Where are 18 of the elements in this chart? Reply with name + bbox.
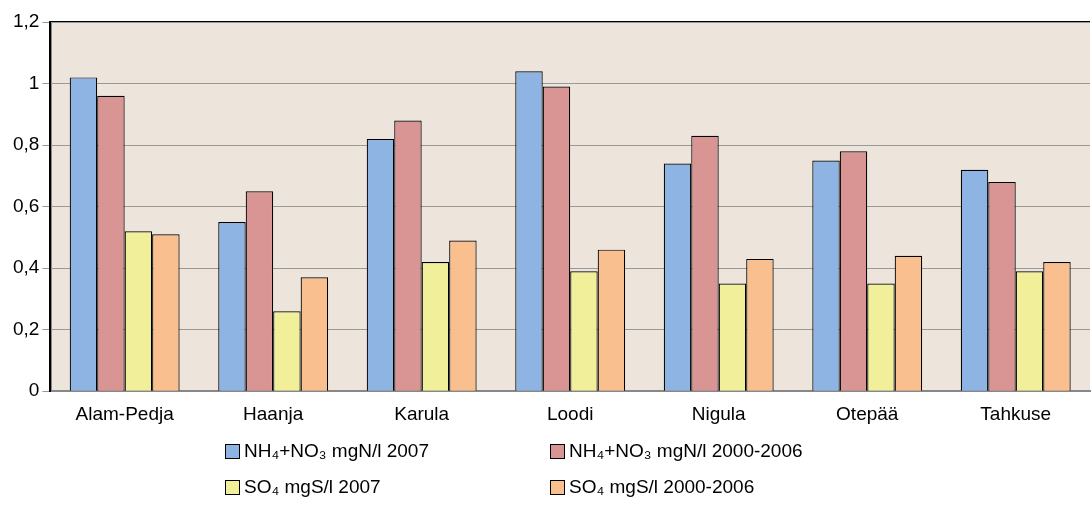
y-tick-label: 0,6 xyxy=(12,194,40,216)
legend-label: SO₄ mgS/l 2007 xyxy=(244,476,381,498)
legend-label: NH₄+NO₃ mgN/l 2007 xyxy=(244,440,429,462)
legend-label: SO₄ mgS/l 2000-2006 xyxy=(569,476,755,498)
y-tick-label: 0,4 xyxy=(12,256,40,278)
x-tick-label: Loodi xyxy=(546,402,594,424)
x-tick-label: Nigula xyxy=(691,402,747,424)
y-tick-label: 0,8 xyxy=(12,133,40,155)
x-tick-label: Otepää xyxy=(836,402,899,424)
y-tick-label: 1 xyxy=(28,71,40,93)
y-tick-label: 0,2 xyxy=(12,317,40,339)
x-tick-label: Karula xyxy=(394,402,450,424)
x-tick-label: Haanja xyxy=(243,402,304,424)
y-tick-label: 0 xyxy=(28,379,40,401)
legend-label: NH₄+NO₃ mgN/l 2000-2006 xyxy=(569,440,803,462)
y-tick-label: 1,2 xyxy=(12,10,40,32)
x-tick-label: Alam-Pedja xyxy=(75,402,175,424)
x-tick-label: Tahkuse xyxy=(980,402,1052,424)
